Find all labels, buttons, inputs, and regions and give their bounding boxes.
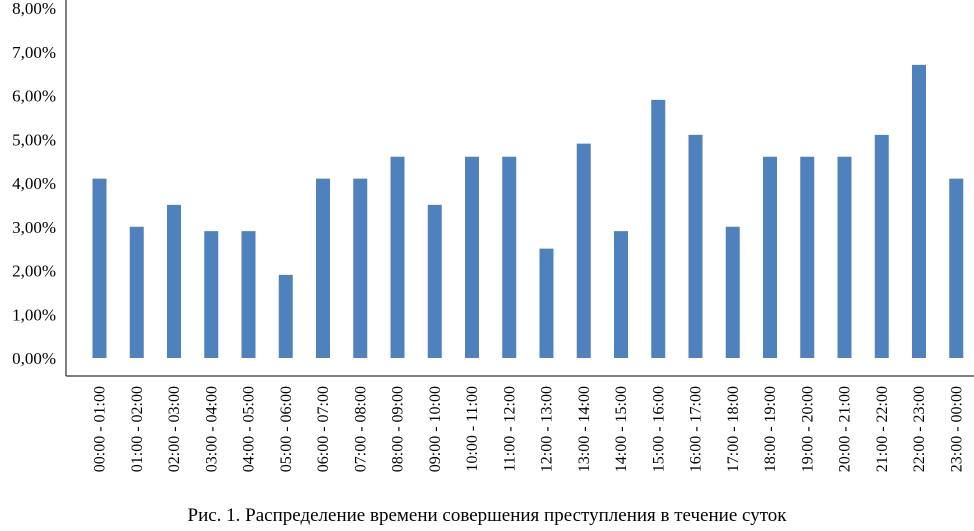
x-tick-label: 22:00 - 23:00 [911,386,928,472]
bar [92,178,107,358]
bar [204,231,219,358]
x-tick-label: 03:00 - 04:00 [203,386,220,472]
x-tick-label: 21:00 - 22:00 [874,386,891,472]
x-tick-label: 01:00 - 02:00 [129,386,146,472]
bar [502,156,517,358]
y-tick-label: 0,00% [12,349,56,368]
bar [278,274,293,358]
x-tick-label: 10:00 - 11:00 [464,386,481,472]
x-tick-label: 13:00 - 14:00 [576,386,593,472]
bar [241,231,256,358]
bars [92,64,964,358]
y-tick-label: 8,00% [12,0,56,18]
bar [688,134,703,358]
bar [316,178,330,358]
y-tick-label: 2,00% [12,262,56,281]
y-tick-label: 4,00% [12,174,56,193]
x-tick-label: 05:00 - 06:00 [278,386,295,472]
y-tick-label: 1,00% [12,305,56,324]
x-tick-label: 07:00 - 08:00 [352,386,369,472]
x-tick-label: 06:00 - 07:00 [315,386,332,472]
bar [800,156,815,358]
y-tick-label: 3,00% [12,218,56,237]
y-tick-label: 5,00% [12,130,56,149]
bar [129,226,144,358]
x-tick-label: 08:00 - 09:00 [390,386,407,472]
x-tick-label: 19:00 - 20:00 [799,386,816,472]
bar [465,156,479,358]
bar [763,156,777,358]
bar [651,99,666,358]
x-tick-label: 02:00 - 03:00 [166,386,183,472]
bar [725,226,740,358]
x-tick-label: 20:00 - 21:00 [837,386,854,472]
x-tick-label: 04:00 - 05:00 [241,386,258,472]
bar [949,178,964,358]
figure-caption: Рис. 1. Распределение времени совершения… [187,505,787,526]
bar [614,231,628,358]
bar [353,178,368,358]
y-tick-label: 7,00% [12,43,56,62]
bar [912,64,926,358]
bar [427,204,442,358]
x-tick-label: 23:00 - 00:00 [948,386,965,472]
bar [539,248,554,358]
x-axis-ticks: 00:00 - 01:00 01:00 - 02:00 02:00 - 03:00 0… [92,386,966,472]
bar [390,156,405,358]
bar [167,204,181,358]
bar [576,143,591,358]
x-tick-label: 15:00 - 16:00 [650,386,667,472]
x-tick-label: 17:00 - 18:00 [725,386,742,472]
bar-chart: 0,00% 1,00% 2,00% 3,00% 4,00% 5,00% 6,00% 7,00%… [12,0,974,472]
x-tick-label: 12:00 - 13:00 [539,386,556,472]
y-tick-label: 6,00% [12,87,56,106]
x-tick-label: 11:00 - 12:00 [501,386,518,472]
y-axis-ticks: 0,00% 1,00% 2,00% 3,00% 4,00% 5,00% 6,00% 7,00%… [12,0,56,368]
bar [874,134,889,358]
x-tick-label: 09:00 - 10:00 [427,386,444,472]
x-tick-label: 16:00 - 17:00 [688,386,705,472]
x-tick-label: 18:00 - 19:00 [762,386,779,472]
x-tick-label: 00:00 - 01:00 [92,386,109,472]
x-tick-label: 14:00 - 15:00 [613,386,630,472]
bar [837,156,852,358]
